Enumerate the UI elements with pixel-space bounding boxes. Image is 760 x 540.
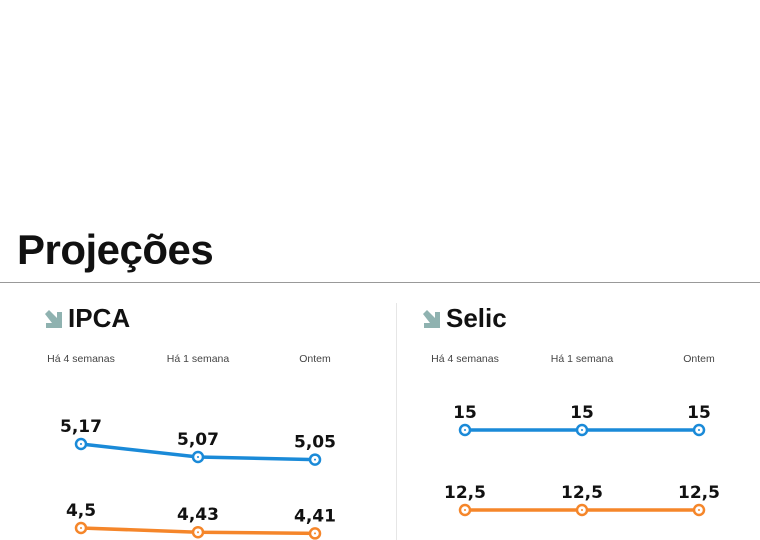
selic-panel-title: Selic [420,303,507,334]
page-title: Projeções [17,226,214,273]
series-2-point-dot [197,531,199,534]
category-label: Há 1 semana [551,353,614,365]
ipca-panel-title: IPCA [42,303,130,334]
data-label: 5,07 [177,430,219,450]
series-2-point-dot [698,509,700,511]
data-label: 4,5 [66,501,96,521]
category-label: Há 1 semana [167,353,230,365]
data-label: 15 [570,403,594,423]
data-label: 4,41 [294,506,336,526]
series-2-point-dot [581,509,583,511]
series-2-point-dot [80,527,82,529]
data-label: 4,43 [177,505,219,525]
series-2-point-dot [464,509,466,511]
series-1-point-dot [80,443,82,445]
series-2-point-dot [314,532,316,535]
data-label: 15 [687,403,711,423]
data-label: 5,05 [294,433,336,453]
category-label: Há 4 semanas [47,353,115,365]
arrow-down-right-icon [45,309,62,328]
arrow-down-right-icon [423,309,440,328]
series-1-point-dot [698,429,700,431]
data-label: 5,17 [60,417,102,437]
series-1-point-dot [197,456,199,458]
data-label: 12,5 [678,483,720,503]
data-label: 12,5 [561,483,603,503]
category-label: Ontem [299,353,331,365]
selic-title: Selic [446,303,507,333]
category-label: Ontem [683,353,715,365]
data-label: 12,5 [444,483,486,503]
series-1-point-dot [464,429,466,431]
ipca-title: IPCA [68,303,131,333]
series-1-point-dot [314,458,316,461]
header-divider [0,282,760,283]
panel-divider [396,303,397,540]
category-label: Há 4 semanas [431,353,499,365]
series-1-point-dot [581,429,583,431]
data-label: 15 [453,403,477,423]
